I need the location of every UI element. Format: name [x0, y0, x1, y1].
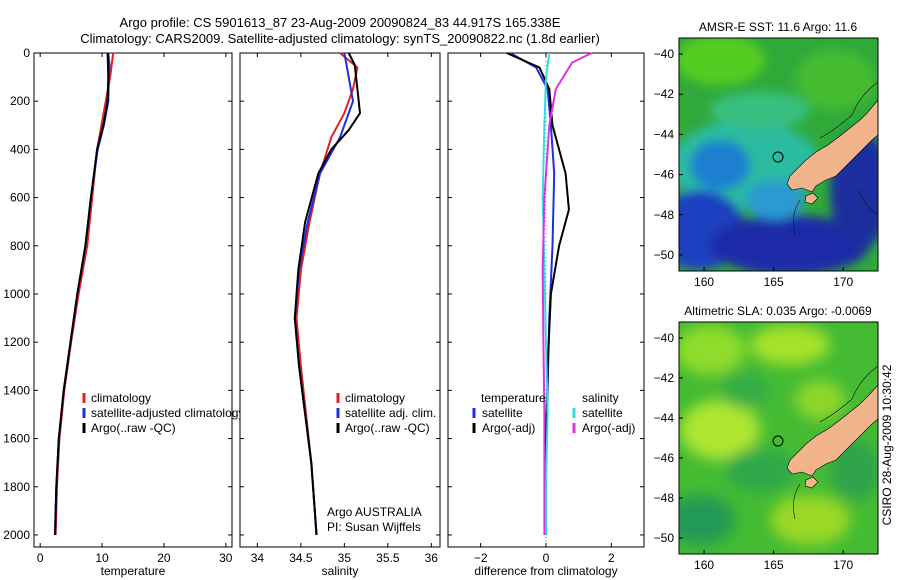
- y-tick-label: 0: [23, 46, 30, 60]
- legend-label: climatology: [91, 391, 151, 405]
- y-tick-label: 2000: [3, 528, 30, 542]
- map-y-tick-label: −40: [654, 47, 675, 61]
- legend-label: Argo(-adj): [582, 421, 635, 435]
- legend-label: satellite: [582, 406, 623, 420]
- sst-field: [679, 38, 878, 271]
- plot-frame: [33, 52, 233, 548]
- legend-label: satellite adj. clim.: [345, 406, 436, 420]
- legend-label: Argo(..raw -QC): [345, 421, 430, 435]
- y-tick-label: 600: [10, 191, 30, 205]
- argo-location-marker: [772, 151, 784, 163]
- stewart-island-land: [804, 476, 819, 489]
- series-line: [541, 52, 593, 535]
- x-tick-label: 0: [37, 551, 44, 565]
- series-line: [541, 52, 551, 535]
- y-tick-label: 1600: [3, 432, 30, 446]
- x-axis-label: temperature: [101, 564, 166, 578]
- south-island-land: [786, 99, 878, 193]
- y-tick-label: 1200: [3, 335, 30, 349]
- argo-location-marker: [772, 435, 784, 447]
- legend-label: climatology: [345, 391, 405, 405]
- x-tick-label: 20: [157, 551, 171, 565]
- x-tick-label: 34.5: [289, 551, 313, 565]
- map-y-tick-label: −50: [654, 531, 675, 545]
- panel-annotation: PI: Susan Wijffels: [327, 520, 421, 534]
- x-tick-label: −2: [474, 551, 488, 565]
- legend-header: temperature: [481, 391, 546, 405]
- figure-title-line1: Argo profile: CS 5901613_87 23-Aug-2009 …: [120, 15, 561, 30]
- map-x-tick-label: 165: [764, 558, 784, 572]
- map-x-tick-label: 170: [833, 275, 853, 289]
- y-tick-label: 1000: [3, 287, 30, 301]
- temperature-panel: 0 200 400 600 800 1000 1200 1400 1600 1800 2000 0 10…: [3, 46, 244, 578]
- map-y-tick-label: −50: [654, 248, 675, 262]
- x-tick-label: 30: [219, 551, 233, 565]
- y-tick-label: 200: [10, 94, 30, 108]
- y-tick-label: 1800: [3, 480, 30, 494]
- y-tick-label: 1400: [3, 383, 30, 397]
- side-timestamp: CSIRO 28-Aug-2009 10:30:42: [880, 364, 894, 525]
- map-y-tick-label: −48: [654, 491, 675, 505]
- stewart-island-land: [804, 192, 819, 205]
- x-tick-label: 10: [95, 551, 109, 565]
- series-line: [293, 52, 361, 536]
- x-tick-label: 35: [338, 551, 352, 565]
- map-y-tick-label: −46: [654, 451, 675, 465]
- sla-map-title: Altimetric SLA: 0.035 Argo: -0.0069: [684, 304, 872, 318]
- map-x-tick-label: 160: [694, 558, 714, 572]
- legend-label: satellite-adjusted climatology: [91, 406, 244, 420]
- map-y-tick-label: −46: [654, 168, 675, 182]
- x-tick-label: 0: [543, 551, 550, 565]
- legend-label: Argo(-adj): [482, 421, 535, 435]
- map-y-tick-label: −42: [654, 371, 675, 385]
- x-tick-label: 35.5: [376, 551, 400, 565]
- map-x-tick-label: 165: [764, 275, 784, 289]
- x-tick-label: 2: [608, 551, 615, 565]
- sla-map-panel: Altimetric SLA: 0.035 Argo: -0.0069 −40 −…: [654, 304, 879, 572]
- legend-label: satellite: [482, 406, 523, 420]
- panel-annotation: Argo AUSTRALIA: [327, 505, 422, 519]
- map-y-tick-label: −48: [654, 208, 675, 222]
- map-x-tick-label: 160: [694, 275, 714, 289]
- x-axis-label: difference from climatology: [474, 564, 617, 578]
- x-tick-label: 34: [251, 551, 265, 565]
- legend-header: salinity: [582, 391, 619, 405]
- sst-map-title: AMSR-E SST: 11.6 Argo: 11.6: [699, 20, 858, 34]
- plot-frame: [239, 52, 441, 548]
- x-axis-label: salinity: [322, 564, 359, 578]
- map-y-tick-label: −42: [654, 87, 675, 101]
- legend-label: Argo(..raw -QC): [91, 421, 176, 435]
- sla-field: [679, 322, 878, 554]
- x-tick-label: 36: [425, 551, 439, 565]
- map-y-tick-label: −40: [654, 331, 675, 345]
- y-tick-label: 400: [10, 142, 30, 156]
- south-island-land: [786, 384, 878, 477]
- y-tick-label: 800: [10, 239, 30, 253]
- map-y-tick-label: −44: [654, 127, 675, 141]
- series-line: [54, 52, 110, 536]
- map-x-tick-label: 170: [833, 558, 853, 572]
- figure-title-line2: Climatology: CARS2009. Satellite-adjuste…: [80, 31, 600, 46]
- map-y-tick-label: −44: [654, 411, 675, 425]
- salinity-panel: 34 34.5 35 35.5 36 salinity climatologysatelli…: [239, 52, 441, 578]
- sst-map-panel: AMSR-E SST: 11.6 Argo: 11.6 −40 −42 −44: [654, 20, 879, 289]
